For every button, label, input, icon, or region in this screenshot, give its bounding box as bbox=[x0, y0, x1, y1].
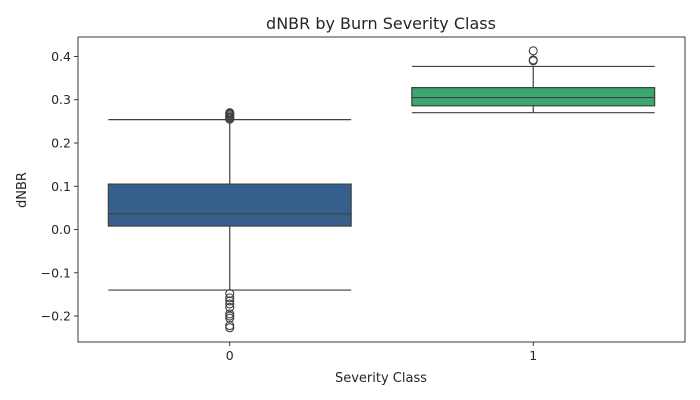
outlier-point bbox=[225, 299, 235, 309]
plot-frame bbox=[77, 36, 686, 343]
box-group-1 bbox=[411, 46, 656, 114]
outlier-point bbox=[225, 296, 235, 306]
plot-area bbox=[107, 46, 656, 333]
x-tick-label: 0 bbox=[226, 348, 234, 363]
y-tick-label: 0.0 bbox=[51, 222, 71, 237]
y-axis-label: dNBR bbox=[15, 172, 30, 208]
box-iqr bbox=[107, 183, 352, 227]
outlier-point bbox=[225, 108, 235, 118]
y-tick-label: 0.4 bbox=[51, 49, 71, 64]
box-group-0 bbox=[107, 108, 352, 333]
x-axis-label: Severity Class bbox=[335, 371, 427, 386]
outlier-point bbox=[528, 55, 538, 65]
outlier-point bbox=[225, 293, 235, 303]
box-iqr bbox=[411, 87, 656, 107]
y-tick-label: 0.3 bbox=[51, 92, 71, 107]
y-axis: −0.2 −0.1 0.0 0.1 0.2 0.3 0.4 bbox=[41, 49, 78, 324]
y-tick-label: −0.2 bbox=[41, 309, 71, 324]
outlier-point bbox=[225, 302, 235, 312]
y-tick-label: 0.2 bbox=[51, 135, 71, 150]
y-tick-label: −0.1 bbox=[41, 265, 71, 280]
outlier-point bbox=[225, 323, 235, 333]
chart-title: dNBR by Burn Severity Class bbox=[266, 14, 496, 33]
outlier-point bbox=[225, 313, 235, 323]
y-tick-label: 0.1 bbox=[51, 179, 71, 194]
x-tick-label: 1 bbox=[529, 348, 537, 363]
outlier-point bbox=[225, 288, 235, 299]
outlier-point bbox=[528, 46, 538, 56]
